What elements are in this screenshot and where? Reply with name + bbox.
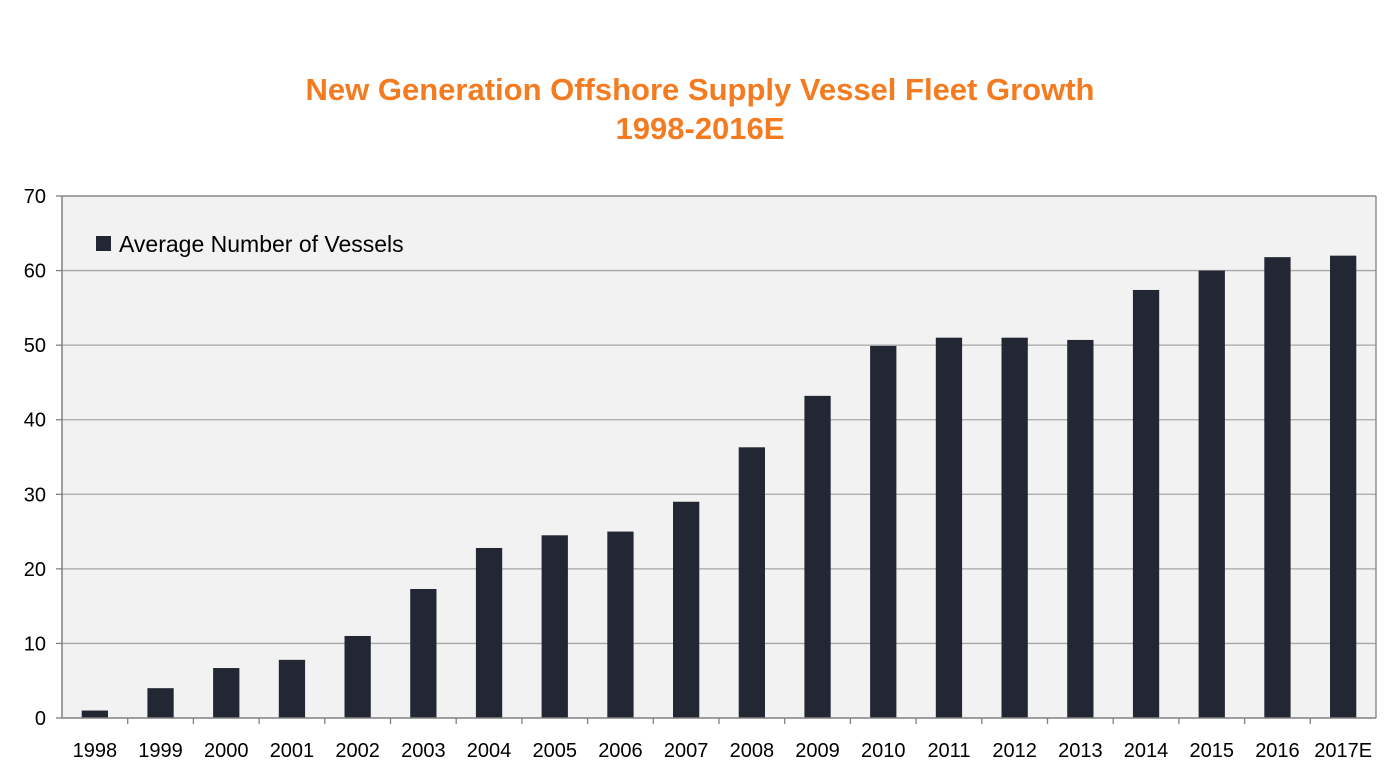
x-tick-label: 2007 bbox=[664, 740, 709, 762]
x-tick-label: 2003 bbox=[401, 740, 446, 762]
x-tick-label: 2006 bbox=[598, 740, 643, 762]
bar bbox=[1198, 270, 1225, 718]
bar bbox=[1264, 257, 1291, 718]
bar bbox=[935, 337, 963, 718]
y-tick-label: 20 bbox=[24, 559, 46, 581]
x-tick-label: 2009 bbox=[795, 740, 840, 762]
x-tick-label: 2013 bbox=[1058, 740, 1103, 762]
y-tick-label: 0 bbox=[35, 708, 46, 730]
x-tick-label: 2008 bbox=[730, 740, 775, 762]
bar bbox=[1001, 337, 1028, 718]
bar bbox=[213, 668, 240, 718]
legend-swatch bbox=[96, 236, 111, 251]
plot-area bbox=[62, 196, 1376, 718]
bar bbox=[278, 659, 306, 718]
x-tick-label: 1999 bbox=[138, 740, 183, 762]
chart-title-line1: New Generation Offshore Supply Vessel Fl… bbox=[305, 72, 1095, 107]
y-tick-label: 30 bbox=[24, 484, 46, 506]
y-tick-label: 50 bbox=[24, 335, 46, 357]
bar bbox=[410, 588, 437, 718]
legend: Average Number of Vessels bbox=[96, 231, 404, 257]
y-tick-labels: 0 10 20 30 40 50 60 70 bbox=[24, 186, 62, 730]
bar bbox=[607, 531, 634, 718]
bar bbox=[81, 710, 108, 718]
y-tick-label: 40 bbox=[24, 410, 46, 432]
bar bbox=[738, 447, 765, 718]
x-tick-label: 2010 bbox=[861, 740, 906, 762]
y-tick-label: 10 bbox=[24, 633, 46, 655]
y-tick-label: 70 bbox=[24, 186, 46, 208]
x-tick-labels: 1998 1999 2000 2001 2002 2003 2004 2005 2006 2007… bbox=[73, 718, 1372, 762]
chart-subtitle: 1998-2016E bbox=[615, 111, 785, 146]
y-tick-label: 60 bbox=[24, 261, 46, 283]
bar bbox=[147, 688, 174, 718]
bar bbox=[1132, 289, 1160, 718]
bar bbox=[870, 345, 897, 718]
bar bbox=[541, 535, 568, 718]
bar bbox=[673, 501, 700, 718]
bar bbox=[1330, 255, 1357, 718]
x-tick-label: 2015 bbox=[1190, 740, 1235, 762]
x-tick-label: 1998 bbox=[73, 740, 118, 762]
x-tick-label: 2016 bbox=[1255, 740, 1300, 762]
chart-title: New Generation Offshore Supply Vessel Fl… bbox=[0, 70, 1400, 148]
x-tick-label: 2002 bbox=[335, 740, 380, 762]
x-tick-label: 2005 bbox=[533, 740, 578, 762]
x-tick-label: 2017E bbox=[1314, 740, 1372, 762]
bar bbox=[475, 547, 503, 718]
bar bbox=[1067, 339, 1094, 718]
x-tick-label: 2004 bbox=[467, 740, 512, 762]
x-tick-label: 2001 bbox=[270, 740, 315, 762]
bar bbox=[804, 395, 831, 718]
x-tick-label: 2014 bbox=[1124, 740, 1169, 762]
bar bbox=[344, 635, 371, 718]
x-tick-label: 2012 bbox=[992, 740, 1037, 762]
legend-label: Average Number of Vessels bbox=[119, 231, 404, 257]
x-tick-label: 2011 bbox=[927, 740, 970, 762]
x-tick-label: 2000 bbox=[204, 740, 249, 762]
bars bbox=[81, 255, 1357, 718]
